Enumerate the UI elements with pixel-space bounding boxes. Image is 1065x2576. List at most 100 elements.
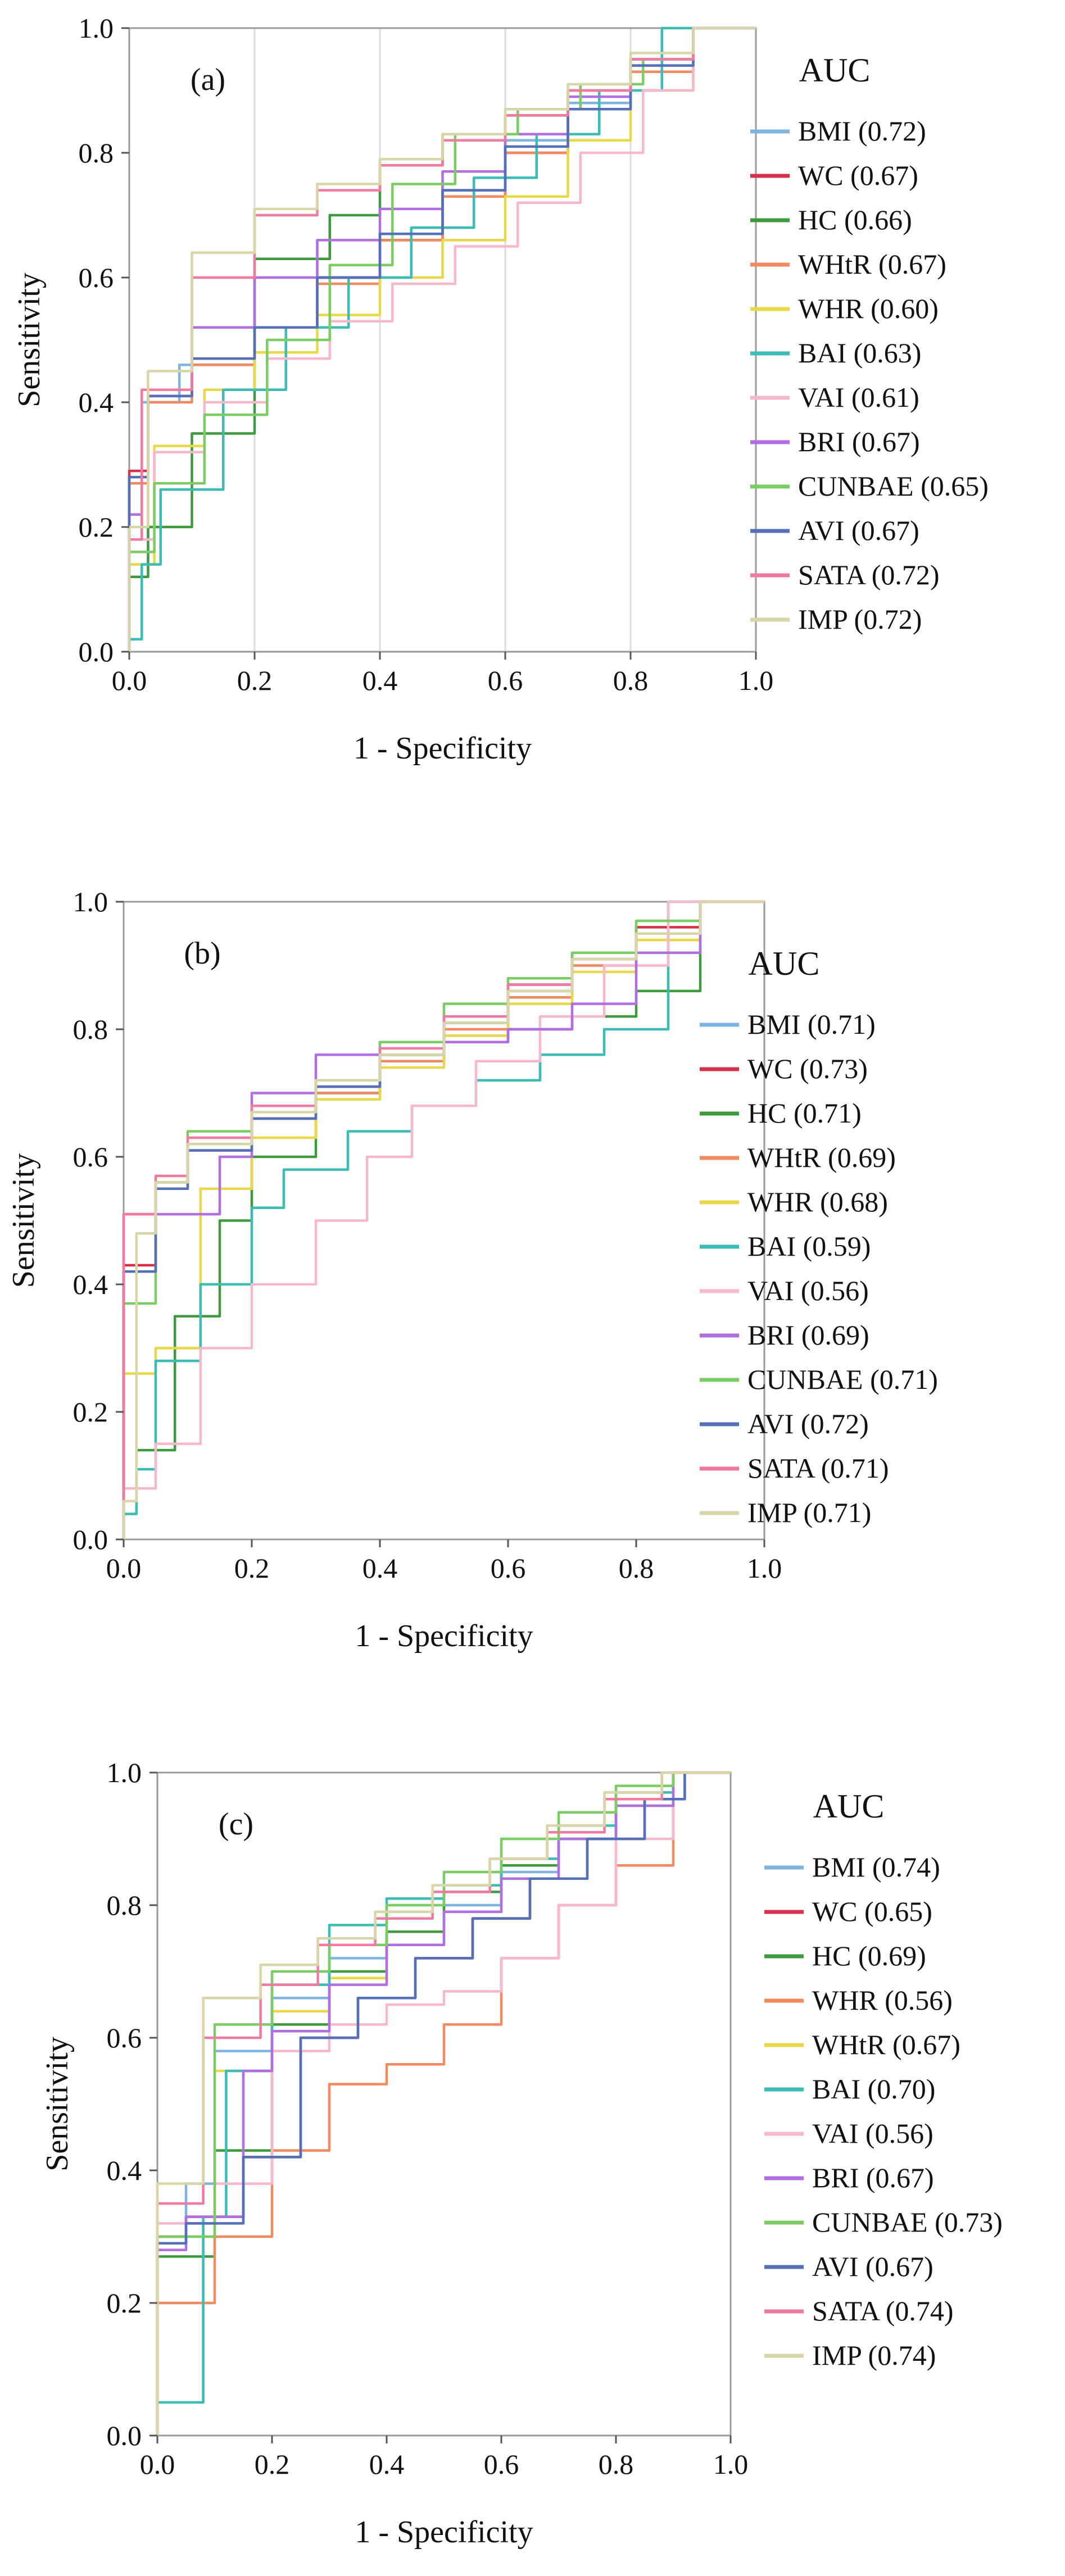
roc-panel-2: 0.0 0.2 0.4 0.6 0.8 1.0 0.0 0.2 0.4 0.6 0.8 1.0 1 - … xyxy=(40,1757,1003,2550)
legend-entry: CUNBAE (0.65) xyxy=(798,470,989,502)
y-tick-label: 0.0 xyxy=(73,1524,108,1555)
x-tick-label: 0.6 xyxy=(488,665,523,696)
x-tick-label: 0.8 xyxy=(613,665,649,696)
legend: AUC BMI (0.71) WC (0.73) HC (0.71) WHtR (0.6… xyxy=(700,945,938,1528)
legend-entry: WHtR (0.67) xyxy=(798,248,946,280)
legend-entry: IMP (0.71) xyxy=(747,1497,871,1528)
roc-panel-0: 0.0 0.2 0.4 0.6 0.8 1.0 0.0 0.2 0.4 0.6 0.8 1.0 1 - … xyxy=(12,12,989,766)
roc-curve-vai xyxy=(122,900,764,1539)
roc-curve-avi xyxy=(156,1771,731,2436)
y-axis-title: Sensitivity xyxy=(40,2037,75,2171)
roc-curve-imp xyxy=(156,1771,731,2436)
y-tick-label: 0.8 xyxy=(79,137,114,169)
y-tick-label: 1.0 xyxy=(73,886,108,917)
legend-entry: VAI (0.56) xyxy=(812,2118,933,2149)
x-tick-label: 0.2 xyxy=(255,2448,290,2480)
panel-label: (b) xyxy=(184,936,220,971)
y-tick-label: 0.8 xyxy=(73,1014,108,1045)
legend-entry: BMI (0.74) xyxy=(812,1851,940,1883)
x-tick-label: 0.6 xyxy=(491,1552,526,1584)
legend-entry: WHR (0.60) xyxy=(798,293,939,324)
legend-entry: SATA (0.71) xyxy=(747,1452,889,1484)
legend-entry: BRI (0.67) xyxy=(812,2162,934,2193)
roc-curve-imp xyxy=(128,26,756,652)
plot-frame xyxy=(128,27,757,653)
legend-entry: VAI (0.56) xyxy=(747,1275,869,1306)
roc-curve-hc xyxy=(128,26,756,652)
y-tick-label: 0.6 xyxy=(79,262,114,293)
panel-label: (a) xyxy=(191,62,225,97)
x-tick-label: 0.0 xyxy=(106,1552,142,1584)
roc-curve-cunbae xyxy=(128,26,756,652)
legend-entry: HC (0.71) xyxy=(747,1097,862,1129)
x-tick-label: 0.8 xyxy=(619,1552,654,1584)
x-tick-label: 0.4 xyxy=(362,665,398,696)
legend-entry: WC (0.65) xyxy=(812,1896,932,1927)
y-tick-label: 1.0 xyxy=(79,12,114,44)
legend-entry: BRI (0.67) xyxy=(798,426,920,457)
legend-entry: WHtR (0.69) xyxy=(747,1142,896,1173)
y-tick-label: 0.6 xyxy=(73,1141,108,1173)
legend-entry: BRI (0.69) xyxy=(747,1319,869,1351)
x-tick-label: 0.4 xyxy=(362,1552,398,1584)
y-tick-label: 0.0 xyxy=(79,636,114,667)
legend-title: AUC xyxy=(813,1788,885,1825)
roc-curve-wc xyxy=(128,26,756,652)
legend-title: AUC xyxy=(749,945,820,982)
x-tick-label: 0.4 xyxy=(369,2448,405,2480)
legend-entry: HC (0.66) xyxy=(798,204,912,235)
legend-entry: BMI (0.71) xyxy=(747,1008,876,1040)
x-tick-label: 1.0 xyxy=(713,2448,749,2480)
y-tick-label: 0.2 xyxy=(73,1396,108,1428)
y-tick-label: 0.6 xyxy=(107,2022,142,2053)
roc-curve-whr xyxy=(128,26,756,652)
legend: AUC BMI (0.72) WC (0.67) HC (0.66) WHtR (0.6… xyxy=(750,52,989,635)
roc-panel-1: 0.0 0.2 0.4 0.6 0.8 1.0 0.0 0.2 0.4 0.6 0.8 1.0 1 - … xyxy=(6,886,938,1653)
roc-curve-avi xyxy=(128,26,756,652)
legend-entry: AVI (0.67) xyxy=(798,515,919,546)
legend-entry: IMP (0.72) xyxy=(798,603,922,635)
y-tick-label: 0.4 xyxy=(79,387,114,418)
x-axis-title: 1 - Specificity xyxy=(355,1619,533,1653)
x-tick-label: 0.0 xyxy=(112,665,147,696)
legend-entry: SATA (0.74) xyxy=(812,2295,954,2327)
legend-entry: BAI (0.63) xyxy=(798,337,921,369)
legend-entry: BAI (0.59) xyxy=(747,1230,871,1262)
y-axis-title: Sensitivity xyxy=(12,272,47,407)
roc-curve-vai xyxy=(128,26,756,652)
y-tick-label: 0.2 xyxy=(107,2287,142,2319)
legend-entry: BMI (0.72) xyxy=(798,115,926,147)
x-tick-label: 0.2 xyxy=(237,665,273,696)
legend-entry: WHR (0.68) xyxy=(747,1186,888,1217)
y-tick-label: 0.2 xyxy=(79,511,114,543)
legend-entry: WC (0.73) xyxy=(747,1053,868,1084)
legend-entry: HC (0.69) xyxy=(812,1940,926,1971)
x-axis-title: 1 - Specificity xyxy=(355,2515,533,2550)
legend-entry: CUNBAE (0.71) xyxy=(747,1364,938,1395)
legend-entry: WHR (0.56) xyxy=(812,1984,953,2016)
y-tick-label: 0.0 xyxy=(107,2420,142,2451)
legend-entry: CUNBAE (0.73) xyxy=(812,2206,1003,2238)
legend-entry: SATA (0.72) xyxy=(798,559,940,590)
y-tick-label: 0.4 xyxy=(107,2155,142,2186)
panel-label: (c) xyxy=(219,1807,253,1842)
legend-entry: VAI (0.61) xyxy=(798,381,919,413)
x-tick-label: 1.0 xyxy=(738,665,774,696)
y-tick-label: 1.0 xyxy=(107,1757,142,1788)
y-axis-title: Sensitivity xyxy=(6,1153,41,1288)
roc-curve-imp xyxy=(122,900,764,1539)
plot-frame xyxy=(156,1771,732,2437)
legend-entry: AVI (0.72) xyxy=(747,1408,869,1439)
roc-curve-bmi xyxy=(128,26,756,652)
legend: AUC BMI (0.74) WC (0.65) HC (0.69) WHR (0.56… xyxy=(764,1788,1003,2371)
roc-curve-bri xyxy=(128,26,756,652)
legend-entry: BAI (0.70) xyxy=(812,2073,935,2105)
legend-entry: IMP (0.74) xyxy=(812,2339,936,2371)
y-tick-label: 0.8 xyxy=(107,1889,142,1921)
x-tick-label: 0.8 xyxy=(599,2448,634,2480)
legend-entry: WHtR (0.67) xyxy=(812,2029,960,2060)
roc-curve-sata xyxy=(128,26,756,652)
x-axis-title: 1 - Specificity xyxy=(354,731,532,766)
x-tick-label: 0.6 xyxy=(484,2448,519,2480)
